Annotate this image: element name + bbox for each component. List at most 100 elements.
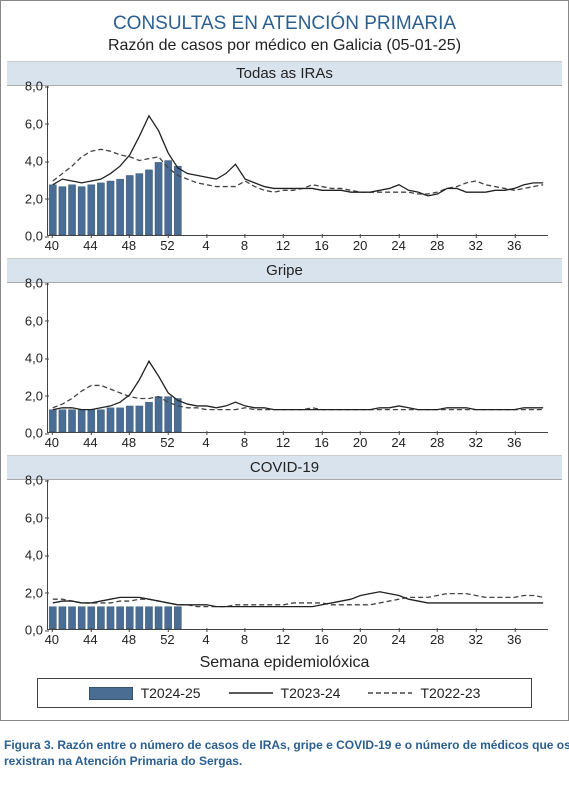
x-tick: 24 (391, 632, 405, 647)
bar (155, 162, 162, 235)
x-tick: 24 (391, 435, 405, 450)
x-tick: 48 (122, 238, 136, 253)
series-2022-23 (53, 594, 543, 607)
bar (107, 408, 114, 432)
x-tick: 36 (507, 435, 521, 450)
figure-caption: Figura 3. Razón entre o número de casos … (4, 737, 569, 769)
x-tick: 20 (353, 435, 367, 450)
panel-title: Todas as IRAs (7, 61, 562, 86)
x-tick: 8 (241, 632, 248, 647)
panel-title: Gripe (7, 258, 562, 283)
y-axis: 0,02,04,06,08,0 (7, 480, 47, 630)
x-tick: 20 (353, 238, 367, 253)
sub-title: Razón de casos por médico en Galicia (05… (7, 37, 562, 55)
y-tick: 4,0 (25, 548, 43, 563)
bar (155, 607, 162, 629)
bar (126, 607, 133, 629)
bar (97, 410, 104, 432)
bar (165, 607, 172, 629)
x-axis: 404448524812162024283236 (47, 236, 548, 258)
x-tick: 52 (160, 435, 174, 450)
bar (88, 607, 95, 629)
bar (117, 607, 124, 629)
x-axis: 404448524812162024283236 (47, 630, 548, 652)
bar (68, 185, 75, 235)
bar (117, 408, 124, 432)
main-title: CONSULTAS EN ATENCIÓN PRIMARIA (7, 13, 562, 35)
x-axis-label: Semana epidemiolóxica (7, 654, 562, 672)
legend-item-solid: T2023-24 (229, 685, 341, 701)
x-tick: 32 (469, 238, 483, 253)
bar (174, 398, 181, 432)
x-tick: 16 (314, 238, 328, 253)
bar (49, 185, 56, 235)
x-tick: 36 (507, 238, 521, 253)
bar (97, 183, 104, 235)
legend-item-bars: T2024-25 (89, 685, 201, 701)
bar (68, 410, 75, 432)
x-tick: 16 (314, 435, 328, 450)
y-tick: 0,0 (25, 229, 43, 244)
x-tick: 4 (202, 435, 209, 450)
solid-line-icon (229, 686, 273, 700)
bar-swatch-icon (89, 687, 133, 700)
bar (145, 170, 152, 235)
legend-label-solid: T2023-24 (281, 685, 341, 701)
x-tick: 4 (202, 238, 209, 253)
x-tick: 32 (469, 632, 483, 647)
x-tick: 44 (83, 238, 97, 253)
bar (136, 607, 143, 629)
bar (165, 397, 172, 432)
x-tick: 8 (241, 435, 248, 450)
plot-area: 0,02,04,06,08,0 (7, 480, 562, 630)
x-tick: 36 (507, 632, 521, 647)
x-tick: 12 (276, 435, 290, 450)
x-tick: 24 (391, 238, 405, 253)
x-tick: 40 (45, 238, 59, 253)
x-tick: 48 (122, 435, 136, 450)
y-tick: 6,0 (25, 313, 43, 328)
y-tick: 8,0 (25, 473, 43, 488)
chart-svg (48, 86, 548, 235)
bar (136, 174, 143, 235)
bar (59, 410, 66, 432)
y-tick: 0,0 (25, 623, 43, 638)
y-axis: 0,02,04,06,08,0 (7, 86, 47, 236)
panel-title: COVID-19 (7, 455, 562, 480)
bar (88, 185, 95, 235)
y-tick: 2,0 (25, 191, 43, 206)
bar (78, 607, 85, 629)
plot-area: 0,02,04,06,08,0 (7, 283, 562, 433)
x-tick: 52 (160, 632, 174, 647)
legend-label-bars: T2024-25 (141, 685, 201, 701)
bar (126, 175, 133, 235)
bar (88, 410, 95, 432)
x-tick: 44 (83, 435, 97, 450)
bar (107, 181, 114, 235)
y-tick: 2,0 (25, 388, 43, 403)
x-tick: 48 (122, 632, 136, 647)
bar (59, 607, 66, 629)
series-2023-24 (53, 361, 543, 409)
x-tick: 40 (45, 435, 59, 450)
bar (126, 406, 133, 432)
bar (117, 179, 124, 235)
bar (145, 607, 152, 629)
legend-item-dashed: T2022-23 (368, 685, 480, 701)
plot-area: 0,02,04,06,08,0 (7, 86, 562, 236)
chart-body (47, 86, 548, 236)
y-tick: 2,0 (25, 585, 43, 600)
y-tick: 4,0 (25, 351, 43, 366)
chart-body (47, 480, 548, 630)
bar (136, 406, 143, 432)
bar (165, 161, 172, 236)
bar (49, 410, 56, 432)
x-axis-row: 404448524812162024283236 (7, 630, 562, 652)
x-tick: 12 (276, 632, 290, 647)
x-tick: 28 (430, 632, 444, 647)
y-tick: 8,0 (25, 276, 43, 291)
dashed-line-icon (368, 686, 412, 700)
x-tick: 20 (353, 632, 367, 647)
x-tick: 32 (469, 435, 483, 450)
x-tick: 52 (160, 238, 174, 253)
